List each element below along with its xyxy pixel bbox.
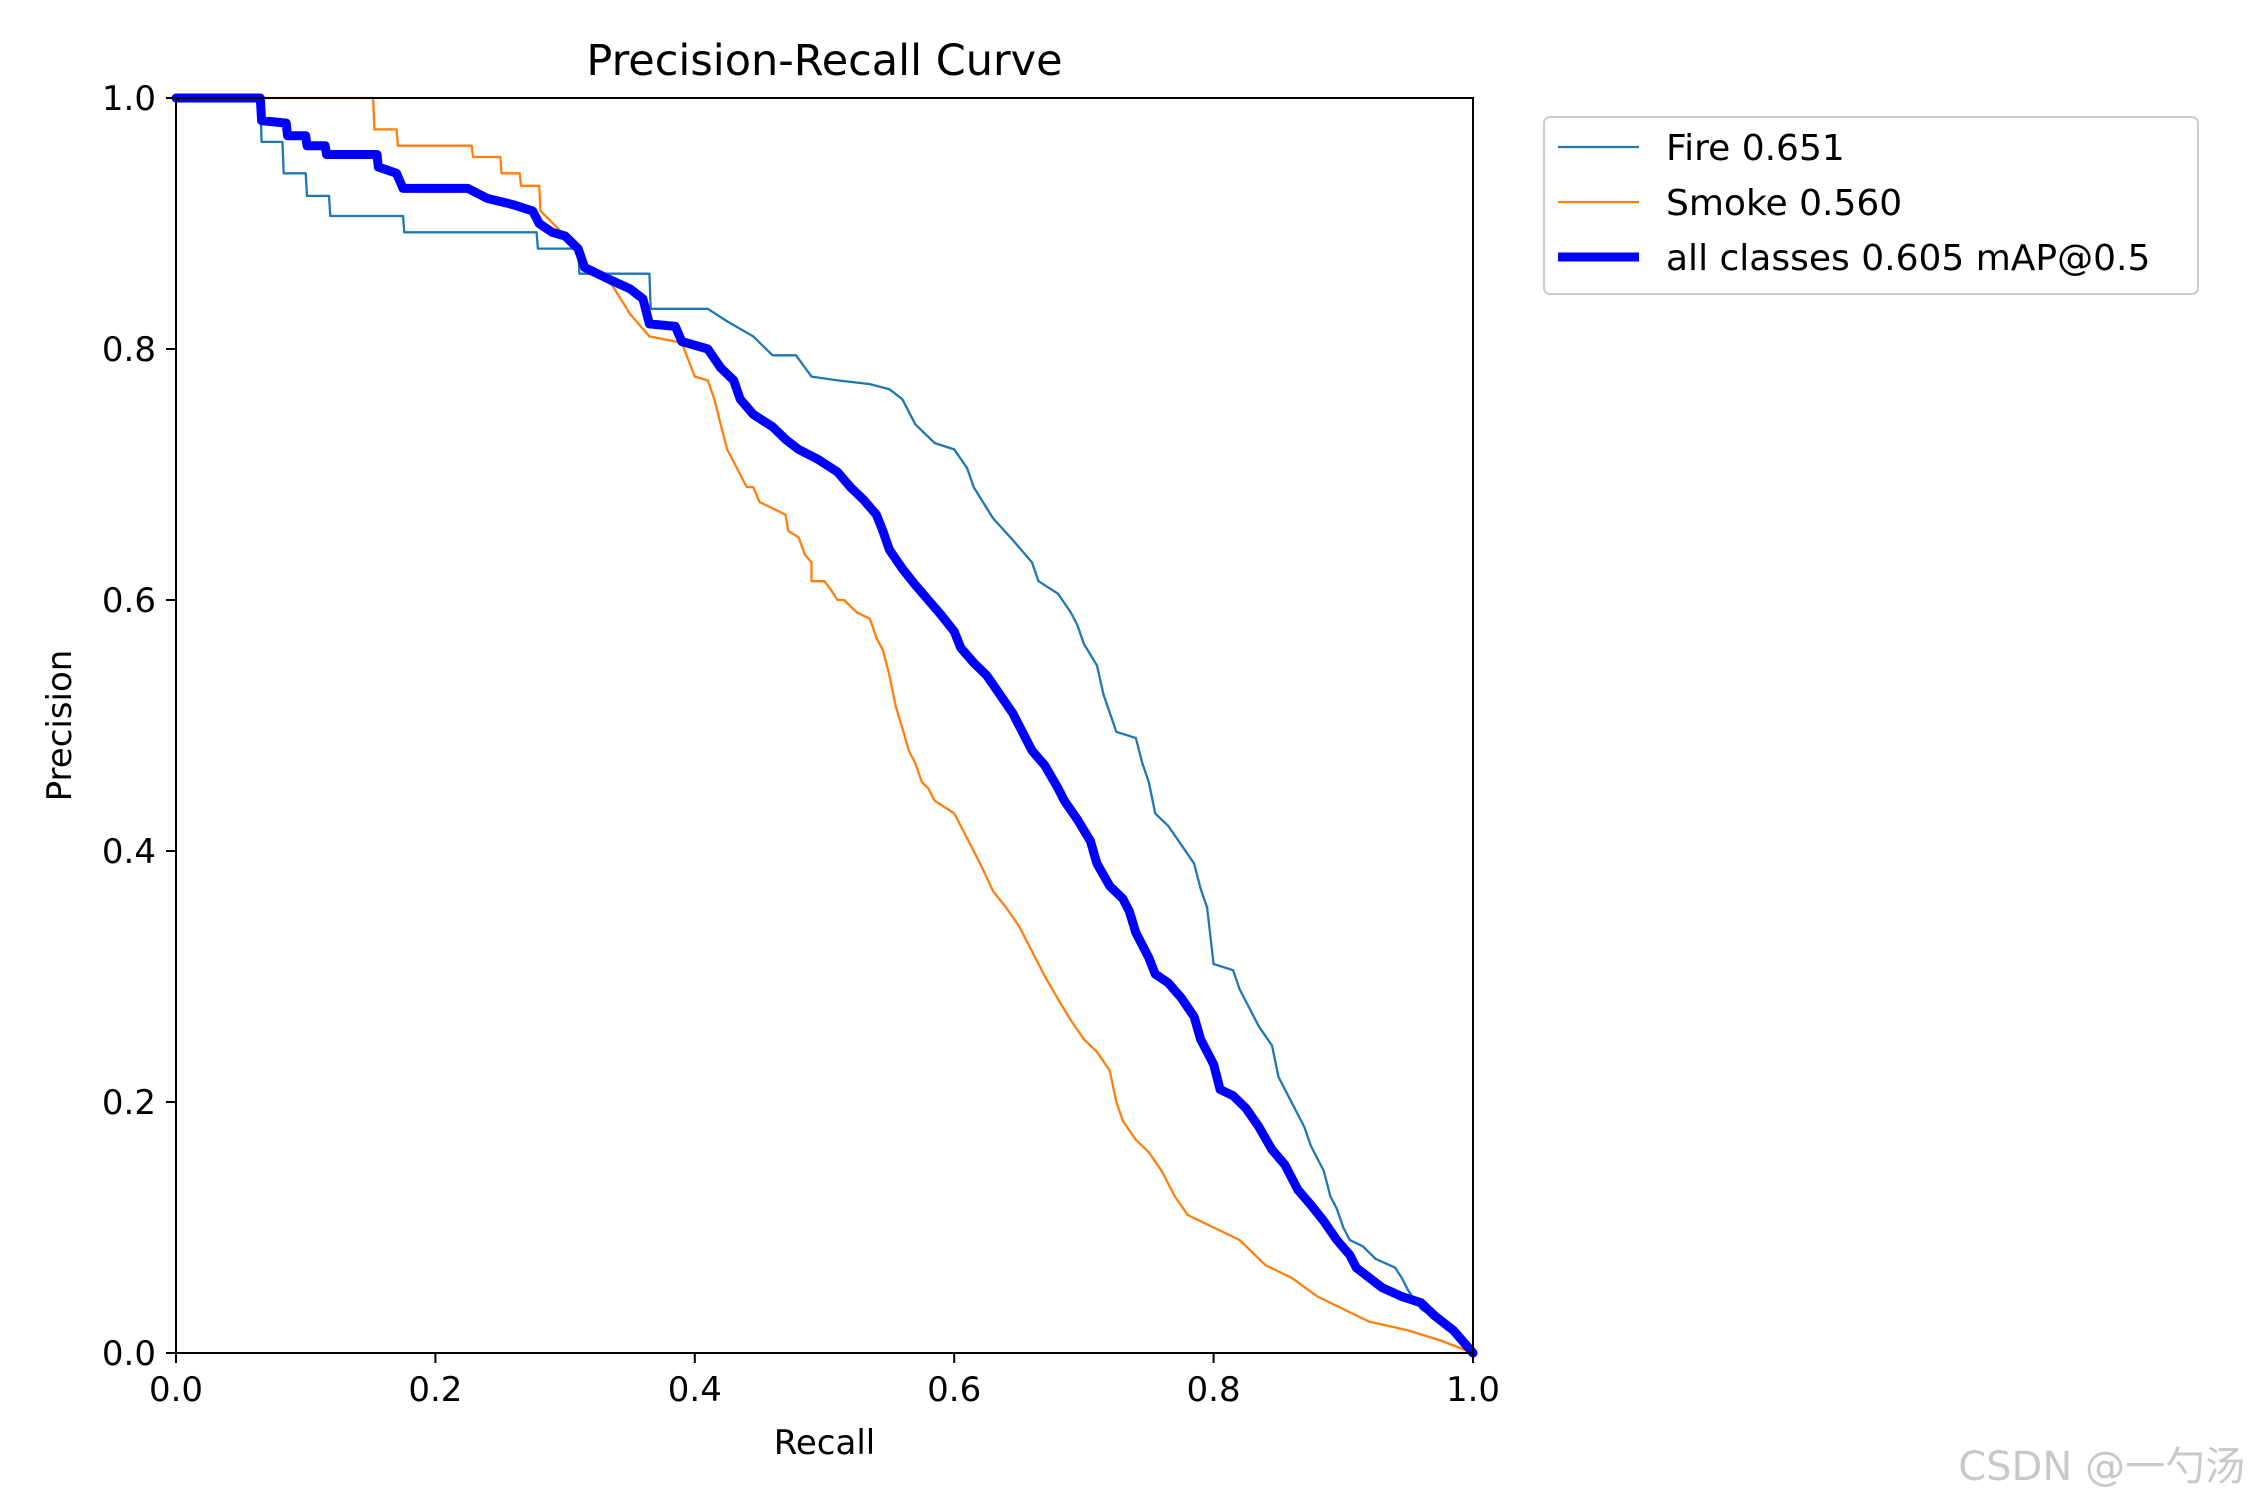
- legend-label: Fire 0.651: [1666, 128, 1845, 169]
- series-layer: [171, 93, 1478, 1358]
- legend-items: Fire 0.651 Smoke 0.560 all classes 0.605 m…: [1558, 128, 2150, 279]
- axes-layer: 0.00.0 0.2 0.2 0.4 0.4 0.6 0.6 0.8 0.8 1.0 1.0: [102, 79, 1500, 1410]
- legend: Fire 0.651 Smoke 0.560 all classes 0.605 m…: [1543, 116, 2199, 295]
- y-tick-label: 1.0: [102, 79, 156, 119]
- x-axis-title: Recall: [774, 1423, 875, 1463]
- x-tick-label: 0.8: [1187, 1370, 1241, 1410]
- legend-label: all classes 0.605 mAP@0.5: [1666, 238, 2150, 279]
- series-line-1: [174, 96, 1475, 1355]
- legend-label: Smoke 0.560: [1666, 183, 1902, 224]
- watermark-text: CSDN @一勺汤: [1958, 1444, 2245, 1490]
- series-line-0: [174, 96, 1475, 1355]
- y-tick-label: 0.4: [102, 832, 156, 872]
- y-axis-title: Precision: [40, 650, 80, 802]
- legend-box: [1543, 116, 2199, 295]
- series-line-2: [171, 93, 1478, 1358]
- x-tick-label: 1.0: [1446, 1370, 1500, 1410]
- x-tick-label: 0.6: [927, 1370, 981, 1410]
- y-tick-label: 0.6: [102, 581, 156, 621]
- chart-title: Precision-Recall Curve: [586, 36, 1062, 86]
- y-tick-label: 0.2: [102, 1083, 156, 1123]
- y-tick-label: 0.8: [102, 330, 156, 370]
- x-tick-label: 0.0: [149, 1370, 203, 1410]
- plot-frame: [175, 97, 1474, 1354]
- x-tick-label: 0.2: [408, 1370, 462, 1410]
- y-tick-label: 0.0: [102, 1334, 156, 1374]
- x-tick-label: 0.4: [668, 1370, 722, 1410]
